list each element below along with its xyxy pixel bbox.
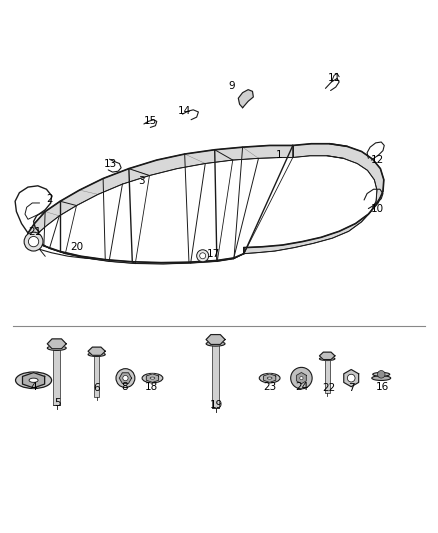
Text: 8: 8 (121, 382, 128, 392)
Text: 23: 23 (263, 382, 276, 392)
Polygon shape (88, 347, 105, 356)
Polygon shape (146, 374, 159, 382)
Polygon shape (238, 90, 253, 108)
Text: 14: 14 (178, 106, 191, 116)
Ellipse shape (29, 378, 38, 382)
Circle shape (300, 376, 303, 379)
Text: 12: 12 (371, 155, 385, 165)
Text: 18: 18 (145, 382, 158, 392)
Polygon shape (206, 335, 225, 344)
Polygon shape (297, 373, 306, 384)
Text: 6: 6 (93, 383, 100, 392)
Polygon shape (344, 369, 359, 386)
Ellipse shape (319, 357, 335, 360)
Circle shape (116, 369, 135, 387)
Text: 20: 20 (70, 242, 83, 252)
Polygon shape (22, 373, 45, 388)
Circle shape (24, 232, 43, 251)
Text: 22: 22 (322, 383, 335, 392)
Ellipse shape (372, 376, 391, 381)
Ellipse shape (142, 374, 163, 383)
Bar (212, 344, 219, 408)
Text: 2: 2 (46, 193, 53, 204)
Circle shape (123, 375, 128, 381)
Ellipse shape (206, 342, 225, 346)
Bar (94, 354, 99, 398)
Text: 24: 24 (295, 382, 308, 392)
Text: 4: 4 (30, 382, 37, 392)
Polygon shape (264, 374, 276, 382)
Ellipse shape (267, 377, 272, 379)
Text: 15: 15 (144, 116, 157, 126)
Text: 17: 17 (207, 248, 220, 259)
Ellipse shape (47, 346, 66, 350)
Polygon shape (28, 233, 244, 264)
Text: 13: 13 (104, 159, 117, 169)
Text: 16: 16 (375, 382, 389, 392)
Text: 7: 7 (348, 383, 354, 392)
Text: 3: 3 (138, 176, 145, 185)
Ellipse shape (259, 374, 280, 383)
Ellipse shape (373, 373, 390, 376)
Circle shape (378, 370, 385, 378)
Bar (325, 359, 330, 393)
Ellipse shape (88, 352, 105, 357)
Circle shape (197, 250, 208, 262)
Polygon shape (244, 144, 384, 254)
Circle shape (347, 374, 355, 382)
Bar (53, 348, 60, 405)
Circle shape (28, 237, 39, 247)
Ellipse shape (150, 377, 155, 379)
Text: 19: 19 (210, 400, 223, 410)
Text: 10: 10 (371, 204, 385, 214)
Polygon shape (28, 146, 293, 236)
Text: 5: 5 (54, 398, 60, 408)
Text: 1: 1 (276, 150, 283, 160)
Polygon shape (47, 339, 66, 349)
Ellipse shape (15, 372, 52, 389)
Text: 9: 9 (229, 81, 235, 91)
Text: 11: 11 (328, 72, 342, 83)
Circle shape (291, 367, 312, 389)
Polygon shape (119, 373, 131, 383)
Circle shape (200, 253, 206, 259)
Text: 21: 21 (28, 227, 42, 237)
Polygon shape (319, 352, 335, 360)
